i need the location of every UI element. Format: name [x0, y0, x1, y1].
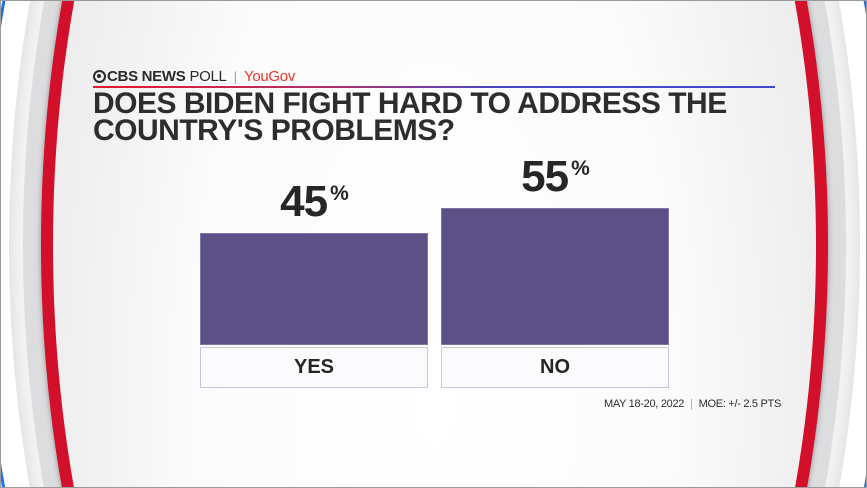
poll-dates: MAY 18-20, 2022: [604, 398, 685, 410]
bar-value-yes: 45%: [200, 177, 428, 227]
poll-footer: MAY 18-20, 2022 | MOE: +/- 2.5 PTS: [604, 398, 781, 410]
chart-background: [53, 1, 816, 487]
value-unit: %: [571, 157, 590, 180]
margin-of-error: MOE: +/- 2.5 PTS: [698, 398, 782, 410]
cbs-eye-icon: [93, 69, 106, 83]
bar-yes: [200, 233, 428, 345]
value-number: 45: [280, 177, 328, 226]
header-divider: [93, 86, 775, 88]
header-separator: |: [233, 68, 237, 84]
bar-value-no: 55%: [441, 152, 669, 202]
footer-separator: |: [690, 398, 693, 410]
partner-logo: YouGov: [244, 67, 296, 85]
bar-no: [441, 208, 669, 345]
value-unit: %: [330, 182, 349, 205]
bar-label-yes: YES: [200, 347, 428, 388]
chart-title: DOES BIDEN FIGHT HARD TO ADDRESS THE COU…: [93, 87, 727, 147]
brand-name: CBS NEWS: [107, 67, 186, 85]
brand-poll: POLL: [189, 67, 227, 85]
poll-header: CBS NEWS POLL | YouGov: [93, 67, 295, 85]
value-number: 55: [521, 152, 569, 201]
bar-label-no: NO: [441, 347, 669, 388]
